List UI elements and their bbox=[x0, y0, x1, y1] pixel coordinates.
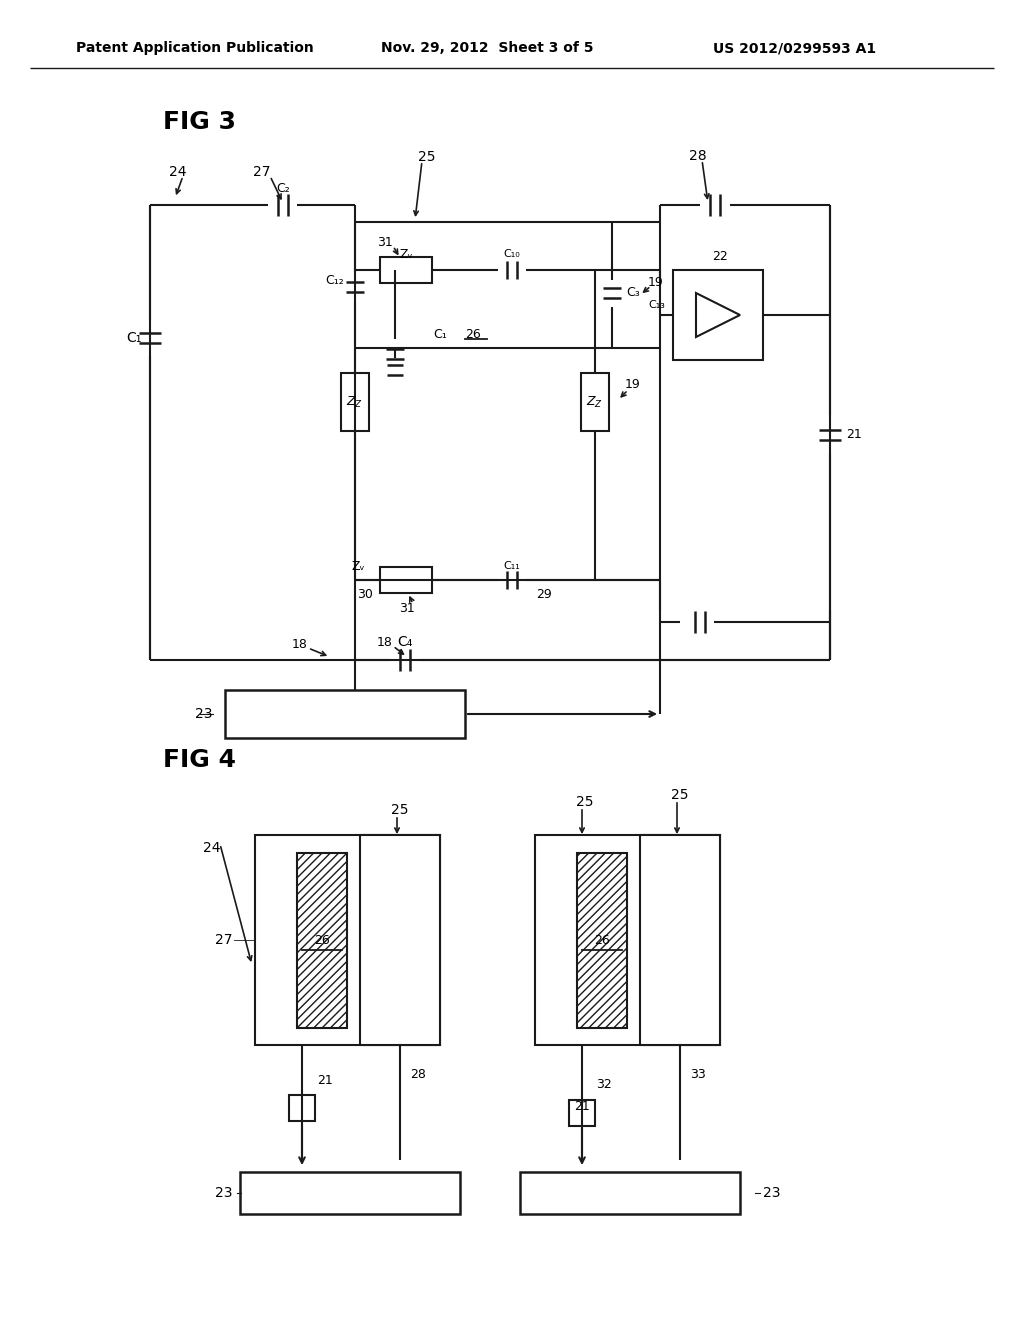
Text: US 2012/0299593 A1: US 2012/0299593 A1 bbox=[714, 41, 877, 55]
Text: 28: 28 bbox=[410, 1068, 426, 1081]
Text: $Z_Z$: $Z_Z$ bbox=[346, 395, 364, 409]
Text: 21: 21 bbox=[574, 1101, 590, 1114]
Text: C₁: C₁ bbox=[433, 329, 446, 342]
Text: 26: 26 bbox=[594, 935, 610, 946]
Bar bbox=[581, 374, 609, 432]
Bar bbox=[225, 690, 465, 738]
Text: 25: 25 bbox=[418, 150, 436, 164]
Text: 22: 22 bbox=[712, 249, 728, 263]
Bar bbox=[673, 271, 763, 360]
Text: FIG 4: FIG 4 bbox=[163, 748, 236, 772]
Text: 33: 33 bbox=[690, 1068, 706, 1081]
Text: $Z_Z$: $Z_Z$ bbox=[587, 395, 603, 409]
Bar bbox=[255, 836, 440, 1045]
Text: 31: 31 bbox=[399, 602, 415, 615]
Text: C₁₁: C₁₁ bbox=[504, 561, 520, 572]
Text: FIG 3: FIG 3 bbox=[163, 110, 236, 135]
Text: 25: 25 bbox=[672, 788, 689, 803]
Text: 23: 23 bbox=[215, 1185, 233, 1200]
Bar bbox=[240, 1172, 460, 1214]
Text: 30: 30 bbox=[357, 587, 373, 601]
Text: 23: 23 bbox=[196, 708, 213, 721]
Text: 18: 18 bbox=[377, 635, 393, 648]
Text: C₃: C₃ bbox=[626, 286, 640, 300]
Text: 19: 19 bbox=[625, 379, 641, 392]
Bar bbox=[535, 836, 720, 1045]
Text: 21: 21 bbox=[317, 1073, 333, 1086]
Text: C₂: C₂ bbox=[276, 182, 290, 195]
Bar bbox=[380, 568, 432, 593]
Bar bbox=[520, 1172, 740, 1214]
Bar bbox=[297, 853, 347, 1028]
Text: 25: 25 bbox=[577, 795, 594, 809]
Text: 19: 19 bbox=[648, 276, 664, 289]
Text: 21: 21 bbox=[846, 429, 862, 441]
Text: 27: 27 bbox=[214, 933, 232, 946]
Bar bbox=[640, 836, 720, 1045]
Text: C₄: C₄ bbox=[397, 635, 413, 649]
Text: 26: 26 bbox=[314, 935, 330, 946]
Text: Nov. 29, 2012  Sheet 3 of 5: Nov. 29, 2012 Sheet 3 of 5 bbox=[381, 41, 593, 55]
Text: 28: 28 bbox=[689, 149, 707, 162]
Bar bbox=[380, 257, 432, 282]
Text: Zᵥ: Zᵥ bbox=[399, 248, 413, 260]
Text: 26: 26 bbox=[465, 329, 481, 342]
Text: 24: 24 bbox=[169, 165, 186, 180]
Text: 32: 32 bbox=[596, 1078, 611, 1092]
Text: 23: 23 bbox=[763, 1185, 780, 1200]
Bar bbox=[289, 1096, 315, 1121]
Bar bbox=[569, 1100, 595, 1126]
Text: C₁₃: C₁₃ bbox=[648, 300, 665, 310]
Text: Zᵥ: Zᵥ bbox=[351, 560, 365, 573]
Text: 18: 18 bbox=[292, 639, 308, 652]
Text: 29: 29 bbox=[536, 587, 552, 601]
Polygon shape bbox=[696, 293, 740, 337]
Text: C₁₂: C₁₂ bbox=[326, 273, 344, 286]
Bar bbox=[360, 836, 440, 1045]
Text: 24: 24 bbox=[203, 841, 221, 855]
Text: 25: 25 bbox=[391, 803, 409, 817]
Bar bbox=[577, 853, 627, 1028]
Text: 27: 27 bbox=[253, 165, 270, 180]
Text: C₁: C₁ bbox=[126, 331, 141, 345]
Text: Patent Application Publication: Patent Application Publication bbox=[76, 41, 314, 55]
Bar bbox=[341, 374, 369, 432]
Text: 31: 31 bbox=[377, 235, 393, 248]
Text: C₁₀: C₁₀ bbox=[504, 249, 520, 259]
